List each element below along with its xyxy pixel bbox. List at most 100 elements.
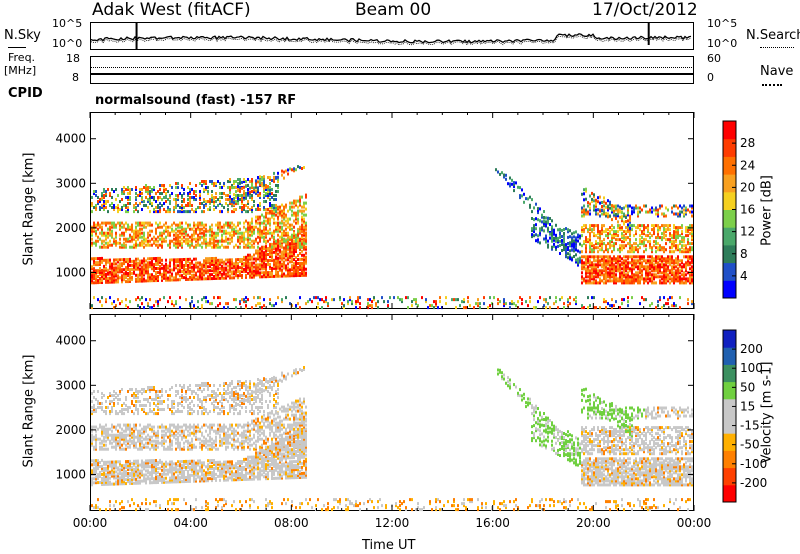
echo-cell: [237, 266, 239, 270]
echo-cell: [581, 210, 583, 214]
echo-cell: [211, 263, 213, 266]
echo-cell: [107, 447, 109, 451]
echo-cell: [107, 231, 109, 235]
echo-cell: [603, 259, 605, 263]
echo-cell: [159, 270, 161, 274]
echo-cell: [113, 206, 115, 209]
echo-cell: [219, 276, 221, 280]
echo-cell: [177, 198, 179, 201]
echo-cell: [661, 248, 663, 252]
echo-cell: [105, 478, 107, 482]
echo-cell: [159, 298, 161, 302]
echo-cell: [189, 271, 191, 275]
echo-cell: [293, 213, 295, 217]
echo-cell: [653, 228, 655, 232]
echo-cell: [247, 200, 249, 203]
echo-cell: [297, 205, 299, 209]
echo-cell: [281, 233, 283, 237]
echo-cell: [95, 467, 97, 471]
echo-cell: [271, 245, 273, 249]
echo-cell: [557, 228, 559, 232]
echo-cell: [111, 262, 113, 266]
echo-cell: [213, 263, 215, 266]
echo-cell: [283, 260, 285, 264]
echo-cell: [571, 236, 573, 240]
echo-cell: [263, 237, 265, 241]
echo-cell: [283, 252, 285, 256]
echo-cell: [281, 237, 283, 241]
echo-cell: [205, 204, 207, 207]
echo-cell: [203, 296, 205, 300]
echo-cell: [681, 244, 683, 248]
echo-cell: [269, 223, 271, 227]
echo-cell: [109, 262, 111, 266]
echo-cell: [167, 206, 169, 209]
echo-cell: [143, 204, 145, 207]
echo-cell: [559, 231, 561, 235]
echo-cell: [213, 269, 215, 272]
echo-cell: [601, 273, 603, 277]
echo-cell: [305, 201, 307, 205]
echo-cell: [623, 269, 625, 273]
echo-cell: [589, 236, 591, 240]
echo-cell: [641, 208, 643, 212]
echo-cell: [151, 277, 153, 281]
echo-cell: [263, 235, 265, 239]
echo-cell: [281, 270, 283, 274]
echo-cell: [201, 210, 203, 214]
echo-cell: [637, 250, 639, 254]
echo-cell: [619, 275, 621, 279]
echo-cell: [111, 460, 113, 464]
echo-cell: [257, 217, 259, 221]
echo-cell: [109, 470, 111, 474]
echo-cell: [663, 236, 665, 240]
echo-cell: [343, 306, 345, 310]
echo-cell: [679, 259, 681, 263]
echo-cell: [681, 210, 683, 214]
echo-cell: [597, 259, 599, 263]
echo-cell: [227, 225, 229, 229]
echo-cell: [683, 277, 685, 281]
echo-cell: [645, 226, 647, 230]
echo-cell: [591, 191, 593, 195]
echo-cell: [289, 260, 291, 264]
echo-cell: [205, 259, 207, 263]
echo-cell: [103, 264, 105, 268]
echo-cell: [339, 298, 341, 302]
echo-cell: [211, 259, 213, 262]
echo-cell: [543, 298, 545, 302]
echo-cell: [299, 267, 301, 271]
echo-cell: [113, 437, 115, 441]
echo-cell: [107, 406, 109, 409]
echo-cell: [209, 208, 211, 211]
echo-cell: [173, 206, 175, 209]
echo-cell: [247, 223, 249, 227]
echo-cell: [123, 402, 125, 405]
echo-cell: [589, 281, 591, 285]
echo-cell: [225, 274, 227, 278]
echo-cell: [603, 257, 605, 261]
echo-cell: [125, 258, 127, 262]
echo-cell: [251, 271, 253, 275]
echo-cell: [127, 425, 129, 429]
echo-cell: [605, 259, 607, 263]
echo-cell: [269, 249, 271, 252]
echo-cell: [187, 277, 189, 281]
echo-cell: [271, 266, 273, 270]
echo-cell: [185, 276, 187, 279]
echo-cell: [643, 244, 645, 248]
echo-cell: [647, 228, 649, 232]
echo-cell: [597, 275, 599, 279]
echo-cell: [545, 300, 547, 304]
echo-cell: [125, 429, 127, 433]
echo-cell: [551, 227, 553, 231]
echo-cell: [661, 204, 663, 208]
echo-cell: [271, 254, 273, 258]
echo-cell: [603, 298, 605, 302]
echo-cell: [569, 249, 571, 253]
echo-cell: [601, 263, 603, 267]
echo-cell: [231, 184, 233, 187]
echo-cell: [531, 235, 533, 239]
echo-cell: [103, 476, 105, 480]
echo-cell: [279, 207, 281, 211]
